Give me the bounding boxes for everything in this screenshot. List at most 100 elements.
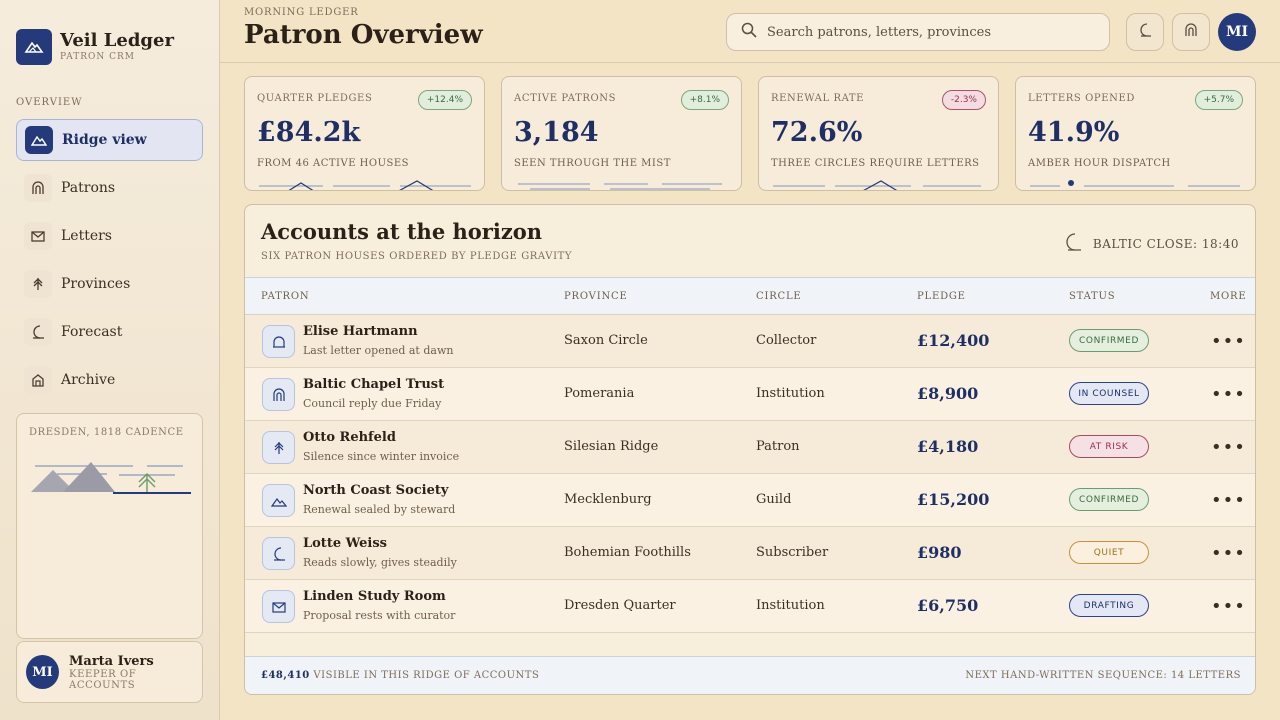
province-cell: Dresden Quarter [564, 598, 676, 613]
sidebar-item-ridge-view[interactable]: Ridge view [16, 119, 203, 161]
forecast-button[interactable] [1126, 13, 1164, 51]
more-options-button[interactable]: ••• [1211, 331, 1246, 352]
metric-label: ACTIVE PATRONS [514, 93, 617, 104]
sidebar-item-archive[interactable]: Archive [16, 359, 203, 401]
table-row[interactable]: Elise Hartmann Last letter opened at daw… [245, 315, 1255, 368]
sidebar-item-label: Ridge view [62, 132, 147, 148]
column-header-patron[interactable]: PATRON [261, 291, 310, 302]
footer-summary: £48,410 VISIBLE IN THIS RIDGE OF ACCOUNT… [261, 670, 539, 681]
profile-role: KEEPER OF ACCOUNTS [69, 668, 137, 691]
status-badge: QUIET [1069, 541, 1149, 564]
moon-icon [24, 318, 52, 346]
brand-title: Veil Ledger [60, 30, 174, 51]
pledge-cell: £980 [917, 543, 962, 562]
patron-name[interactable]: North Coast Society [303, 483, 449, 498]
patron-name[interactable]: Linden Study Room [303, 589, 446, 604]
patron-note: Renewal sealed by steward [303, 503, 456, 516]
profile-card[interactable]: MI Marta Ivers KEEPER OF ACCOUNTS [16, 641, 203, 703]
baltic-close-indicator: BALTIC CLOSE: 18:40 [1063, 232, 1239, 255]
more-options-button[interactable]: ••• [1211, 490, 1246, 511]
footer-summary-label: VISIBLE IN THIS RIDGE OF ACCOUNTS [313, 670, 540, 681]
patron-name[interactable]: Otto Rehfeld [303, 430, 396, 445]
patron-note: Proposal rests with curator [303, 609, 456, 622]
pledge-cell: £12,400 [917, 331, 990, 350]
search-input[interactable] [767, 24, 1087, 40]
patron-name[interactable]: Baltic Chapel Trust [303, 377, 445, 392]
patron-name[interactable]: Elise Hartmann [303, 324, 418, 339]
sidebar-item-label: Provinces [61, 276, 131, 292]
sidebar-item-forecast[interactable]: Forecast [16, 311, 203, 353]
circle-cell: Institution [756, 598, 825, 613]
profile-name: Marta Ivers [69, 653, 154, 669]
patron-note: Reads slowly, gives steadily [303, 556, 457, 569]
column-header-province[interactable]: PROVINCE [564, 291, 628, 302]
more-options-button[interactable]: ••• [1211, 437, 1246, 458]
metric-label: RENEWAL RATE [771, 93, 865, 104]
table-row[interactable]: Otto Rehfeld Silence since winter invoic… [245, 421, 1255, 474]
column-header-circle[interactable]: CIRCLE [756, 291, 802, 302]
table-row[interactable]: Baltic Chapel Trust Council reply due Fr… [245, 368, 1255, 421]
metric-value: £84.2k [257, 117, 361, 148]
metric-change-badge: +12.4% [417, 90, 472, 110]
status-badge: DRAFTING [1069, 594, 1149, 617]
circle-cell: Collector [756, 333, 817, 348]
nav-section-label: OVERVIEW [16, 97, 83, 108]
sidebar-item-provinces[interactable]: Provinces [16, 263, 203, 305]
table-row[interactable]: North Coast Society Renewal sealed by st… [245, 474, 1255, 527]
metric-card-renewal-rate[interactable]: RENEWAL RATE -2.3% 72.6% THREE CIRCLES R… [758, 76, 999, 191]
moon-icon [1063, 232, 1083, 255]
metric-card-letters-opened[interactable]: LETTERS OPENED +5.7% 41.9% AMBER HOUR DI… [1015, 76, 1256, 191]
patron-name[interactable]: Lotte Weiss [303, 536, 388, 551]
province-cell: Pomerania [564, 386, 635, 401]
tree-icon [262, 431, 295, 464]
patron-note: Last letter opened at dawn [303, 344, 454, 357]
bell-icon [262, 325, 295, 358]
footer-total: £48,410 [261, 670, 310, 681]
page-title: Patron Overview [244, 20, 483, 50]
metric-card-active-patrons[interactable]: ACTIVE PATRONS +8.1% 3,184 SEEN THROUGH … [501, 76, 742, 191]
user-avatar-button[interactable]: MI [1218, 13, 1256, 51]
search-icon [741, 22, 757, 42]
search-box[interactable] [726, 13, 1110, 51]
brand-logo-icon [16, 29, 52, 65]
sidebar-item-label: Archive [61, 372, 116, 388]
table-row[interactable]: Lotte Weiss Reads slowly, gives steadily… [245, 527, 1255, 580]
avatar: MI [26, 655, 59, 689]
pledge-cell: £6,750 [917, 596, 979, 615]
brand-subtitle: PATRON CRM [60, 52, 136, 62]
brand[interactable]: Veil Ledger PATRON CRM [16, 29, 174, 65]
metric-sparkline [518, 183, 722, 190]
table-row[interactable]: Linden Study Room Proposal rests with cu… [245, 580, 1255, 633]
pledge-cell: £4,180 [917, 437, 979, 456]
accounts-panel: Accounts at the horizon SIX PATRON HOUSE… [244, 204, 1256, 695]
province-cell: Saxon Circle [564, 333, 648, 348]
province-cell: Mecklenburg [564, 492, 652, 507]
status-badge: CONFIRMED [1069, 488, 1149, 511]
sidebar-item-patrons[interactable]: Patrons [16, 167, 203, 209]
patrons-button[interactable] [1172, 13, 1210, 51]
moon-icon [262, 537, 295, 570]
footer-next-sequence: NEXT HAND-WRITTEN SEQUENCE: 14 LETTERS [965, 670, 1241, 681]
status-badge: AT RISK [1069, 435, 1149, 458]
metric-label: LETTERS OPENED [1028, 93, 1136, 104]
column-header-status[interactable]: STATUS [1069, 291, 1116, 302]
more-options-button[interactable]: ••• [1211, 384, 1246, 405]
more-options-button[interactable]: ••• [1211, 596, 1246, 617]
more-options-button[interactable]: ••• [1211, 543, 1246, 564]
circle-cell: Patron [756, 439, 800, 454]
metric-card-quarter-pledges[interactable]: QUARTER PLEDGES +12.4% £84.2k FROM 46 AC… [244, 76, 485, 191]
mountain-icon [25, 126, 53, 154]
metric-caption: SEEN THROUGH THE MIST [514, 158, 671, 169]
arch-icon [262, 378, 295, 411]
metric-sparkline [1030, 180, 1240, 187]
patron-note: Silence since winter invoice [303, 450, 460, 463]
column-header-pledge[interactable]: PLEDGE [917, 291, 966, 302]
sidebar-item-letters[interactable]: Letters [16, 215, 203, 257]
sidebar: Veil Ledger PATRON CRM OVERVIEW Ridge vi… [0, 0, 220, 720]
patron-note: Council reply due Friday [303, 397, 442, 410]
pledge-cell: £15,200 [917, 490, 990, 509]
circle-cell: Subscriber [756, 545, 829, 560]
panel-title: Accounts at the horizon [261, 219, 543, 244]
cadence-illustration [31, 462, 191, 494]
table-footer: £48,410 VISIBLE IN THIS RIDGE OF ACCOUNT… [245, 656, 1255, 694]
